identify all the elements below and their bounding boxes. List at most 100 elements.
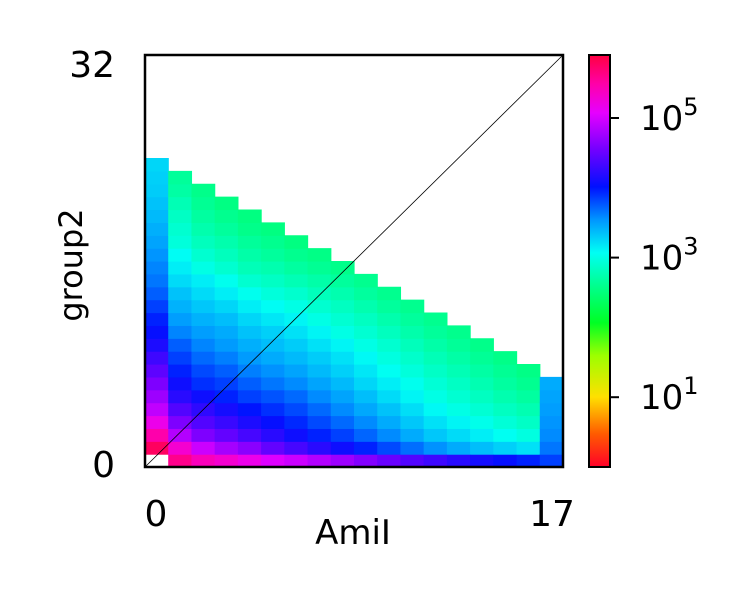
heatmap-cell (307, 454, 332, 467)
heatmap-cell (516, 454, 541, 467)
heatmap-cell (330, 351, 355, 365)
heatmap-cell (237, 261, 262, 275)
heatmap-cell (307, 325, 332, 339)
heatmap-cell (423, 428, 448, 442)
heatmap-cell (191, 222, 216, 236)
heatmap-cell (354, 312, 378, 326)
heatmap-cell (423, 364, 448, 378)
heatmap-cell (191, 441, 216, 455)
heatmap-cell (446, 402, 471, 417)
heatmap-cell (145, 364, 169, 378)
heatmap-cell (191, 312, 216, 326)
heatmap-cell (145, 325, 169, 339)
heatmap-cell (261, 248, 285, 262)
heatmap-cell (354, 286, 378, 301)
heatmap-cell (191, 389, 216, 404)
heatmap-cell (214, 222, 239, 236)
heatmap-cell (191, 248, 216, 262)
heatmap-cell (168, 454, 193, 467)
heatmap-cell (377, 325, 402, 339)
heatmap-cell (493, 364, 518, 378)
heatmap-cell (284, 415, 309, 429)
heatmap-cell (377, 441, 402, 455)
heatmap-cell (214, 273, 239, 288)
x-axis-label: AmiI (315, 513, 391, 553)
heatmap-cell (446, 428, 471, 442)
heatmap-cell (446, 454, 471, 467)
heatmap-cell (307, 273, 332, 288)
heatmap-cell (261, 428, 285, 442)
heatmap-cell (470, 364, 494, 378)
heatmap-cell (284, 235, 309, 249)
heatmap-cell (261, 351, 285, 365)
heatmap-cell (214, 415, 239, 429)
heatmap-cell (191, 415, 216, 429)
heatmap-cell (307, 312, 332, 326)
heatmap-cell (284, 273, 309, 288)
plot-frame (143, 53, 565, 469)
heatmap-cell (237, 248, 262, 262)
y-tick-label-bottom: 0 (92, 445, 115, 486)
x-tick-label-left: 0 (145, 494, 168, 535)
heatmap-cell (191, 338, 216, 352)
heatmap-cell (145, 286, 169, 301)
heatmap-cell (493, 454, 518, 467)
heatmap-cell (354, 428, 378, 442)
heatmap-cell (145, 402, 169, 417)
heatmap-cell (423, 376, 448, 391)
heatmap-cell (237, 312, 262, 326)
heatmap-cell (423, 454, 448, 467)
heatmap-cell (191, 235, 216, 249)
heatmap-cell (261, 286, 285, 301)
heatmap-cell (470, 428, 494, 442)
heatmap-cell (284, 248, 309, 262)
heatmap-cell (307, 428, 332, 442)
heatmap-cell (145, 235, 169, 249)
heatmap-cell (377, 454, 402, 467)
colorbar-tick-label: 105 (640, 93, 699, 139)
heatmap-cell (423, 325, 448, 339)
heatmap-cell (354, 325, 378, 339)
heatmap-cell (377, 286, 402, 301)
heatmap-cell (539, 376, 563, 391)
heatmap-cell (330, 286, 355, 301)
heatmap-cell (400, 299, 425, 314)
heatmap-cell (307, 261, 332, 275)
heatmap-cell (145, 415, 169, 429)
heatmap-cell (168, 312, 193, 326)
heatmap-cell (400, 454, 425, 467)
heatmap-cell (168, 248, 193, 262)
heatmap-cell (145, 351, 169, 365)
heatmap-cell (168, 428, 193, 442)
heatmap-cell (237, 376, 262, 391)
heatmap-cell (168, 325, 193, 339)
heatmap-cell (237, 441, 262, 455)
heatmap-cell (284, 428, 309, 442)
heatmap-cell (191, 428, 216, 442)
heatmap-cell (470, 454, 494, 467)
heatmap-cell (145, 376, 169, 391)
heatmap-cell (330, 428, 355, 442)
heatmap-cell (214, 299, 239, 314)
heatmap-cell (400, 351, 425, 365)
heatmap-cell (446, 325, 471, 339)
heatmap-cell (237, 235, 262, 249)
heatmap-cell (377, 376, 402, 391)
heatmap-cell (354, 338, 378, 352)
heatmap-cell (191, 196, 216, 211)
heatmap-cell (261, 415, 285, 429)
heatmap-cell (377, 389, 402, 404)
heatmap-cell (168, 441, 193, 455)
heatmap-cell (330, 273, 355, 288)
heatmap-cell (423, 312, 448, 326)
heatmap-cell (354, 454, 378, 467)
heatmap-cell (168, 261, 193, 275)
heatmap-cell (168, 196, 193, 211)
heatmap-cell (261, 402, 285, 417)
heatmap-cell (237, 273, 262, 288)
heatmap-cell (539, 454, 563, 467)
heatmap-cell (261, 454, 285, 467)
heatmap-cell (261, 441, 285, 455)
heatmap-cell (237, 428, 262, 442)
